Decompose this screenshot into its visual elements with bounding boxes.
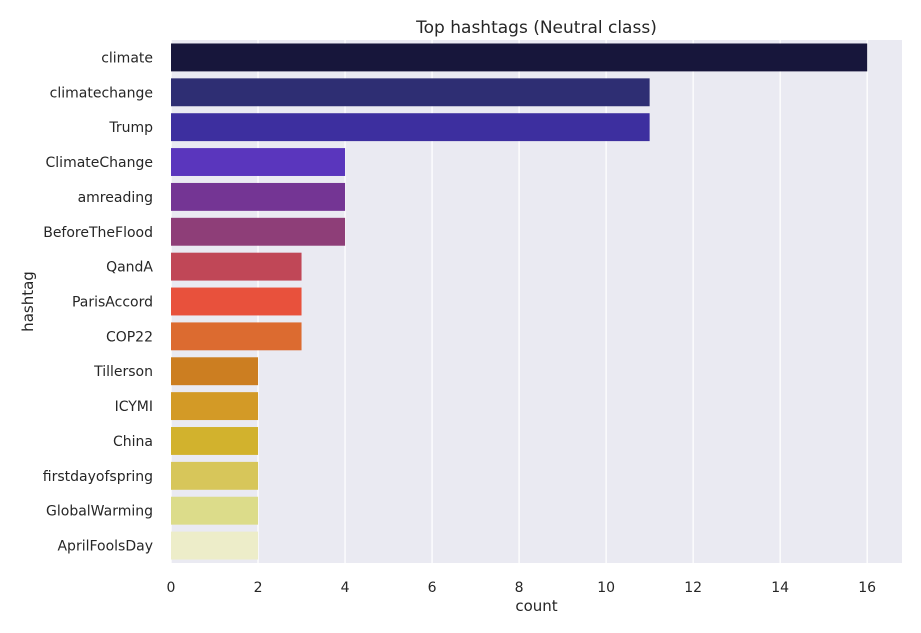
x-tick-label: 16 (858, 580, 876, 596)
chart-title: Top hashtags (Neutral class) (415, 18, 657, 38)
x-tick-label: 0 (167, 580, 176, 596)
y-tick-label: ClimateChange (46, 155, 153, 171)
y-tick-label: climate (101, 50, 153, 66)
bars (171, 43, 868, 560)
bar-GlobalWarming (171, 496, 259, 525)
x-tick-labels: 0 2 4 6 8 10 12 14 16 (167, 580, 877, 596)
y-tick-label: COP22 (106, 329, 153, 345)
bar-firstdayofspring (171, 461, 259, 490)
y-tick-label: BeforeTheFlood (43, 225, 153, 241)
bar-climatechange (171, 78, 650, 107)
x-axis-label: count (515, 597, 557, 615)
x-tick-label: 8 (515, 580, 524, 596)
y-tick-label: China (113, 434, 153, 450)
y-tick-label: Tillerson (93, 364, 153, 380)
bar-QandA (171, 252, 302, 281)
x-tick-label: 4 (341, 580, 350, 596)
x-tick-label: 2 (254, 580, 263, 596)
y-tick-label: QandA (106, 260, 153, 276)
y-tick-label: GlobalWarming (46, 504, 153, 520)
bar-AprilFoolsDay (171, 531, 259, 560)
y-axis-label: hashtag (19, 271, 37, 332)
y-tick-label: AprilFoolsDay (57, 539, 153, 555)
x-tick-label: 12 (684, 580, 702, 596)
y-tick-label: amreading (78, 190, 153, 206)
bar-China (171, 427, 259, 455)
y-tick-label: firstdayofspring (43, 469, 153, 485)
y-tick-label: ParisAccord (72, 295, 153, 311)
y-tick-label: Trump (108, 120, 153, 136)
bar-Trump (171, 113, 650, 142)
bar-ICYMI (171, 392, 259, 421)
bar-BeforeTheFlood (171, 217, 346, 246)
y-tick-label: ICYMI (115, 399, 153, 415)
bar-ClimateChange (171, 148, 346, 176)
bar-COP22 (171, 322, 302, 351)
y-tick-label: climatechange (50, 85, 153, 101)
x-tick-label: 14 (771, 580, 789, 596)
bar-climate (171, 43, 868, 72)
y-tick-labels: climate climatechange Trump ClimateChange am… (43, 50, 154, 554)
x-tick-label: 10 (597, 580, 615, 596)
bar-ParisAccord (171, 287, 302, 316)
x-tick-label: 6 (428, 580, 437, 596)
bar-amreading (171, 182, 346, 211)
bar-Tillerson (171, 357, 259, 386)
